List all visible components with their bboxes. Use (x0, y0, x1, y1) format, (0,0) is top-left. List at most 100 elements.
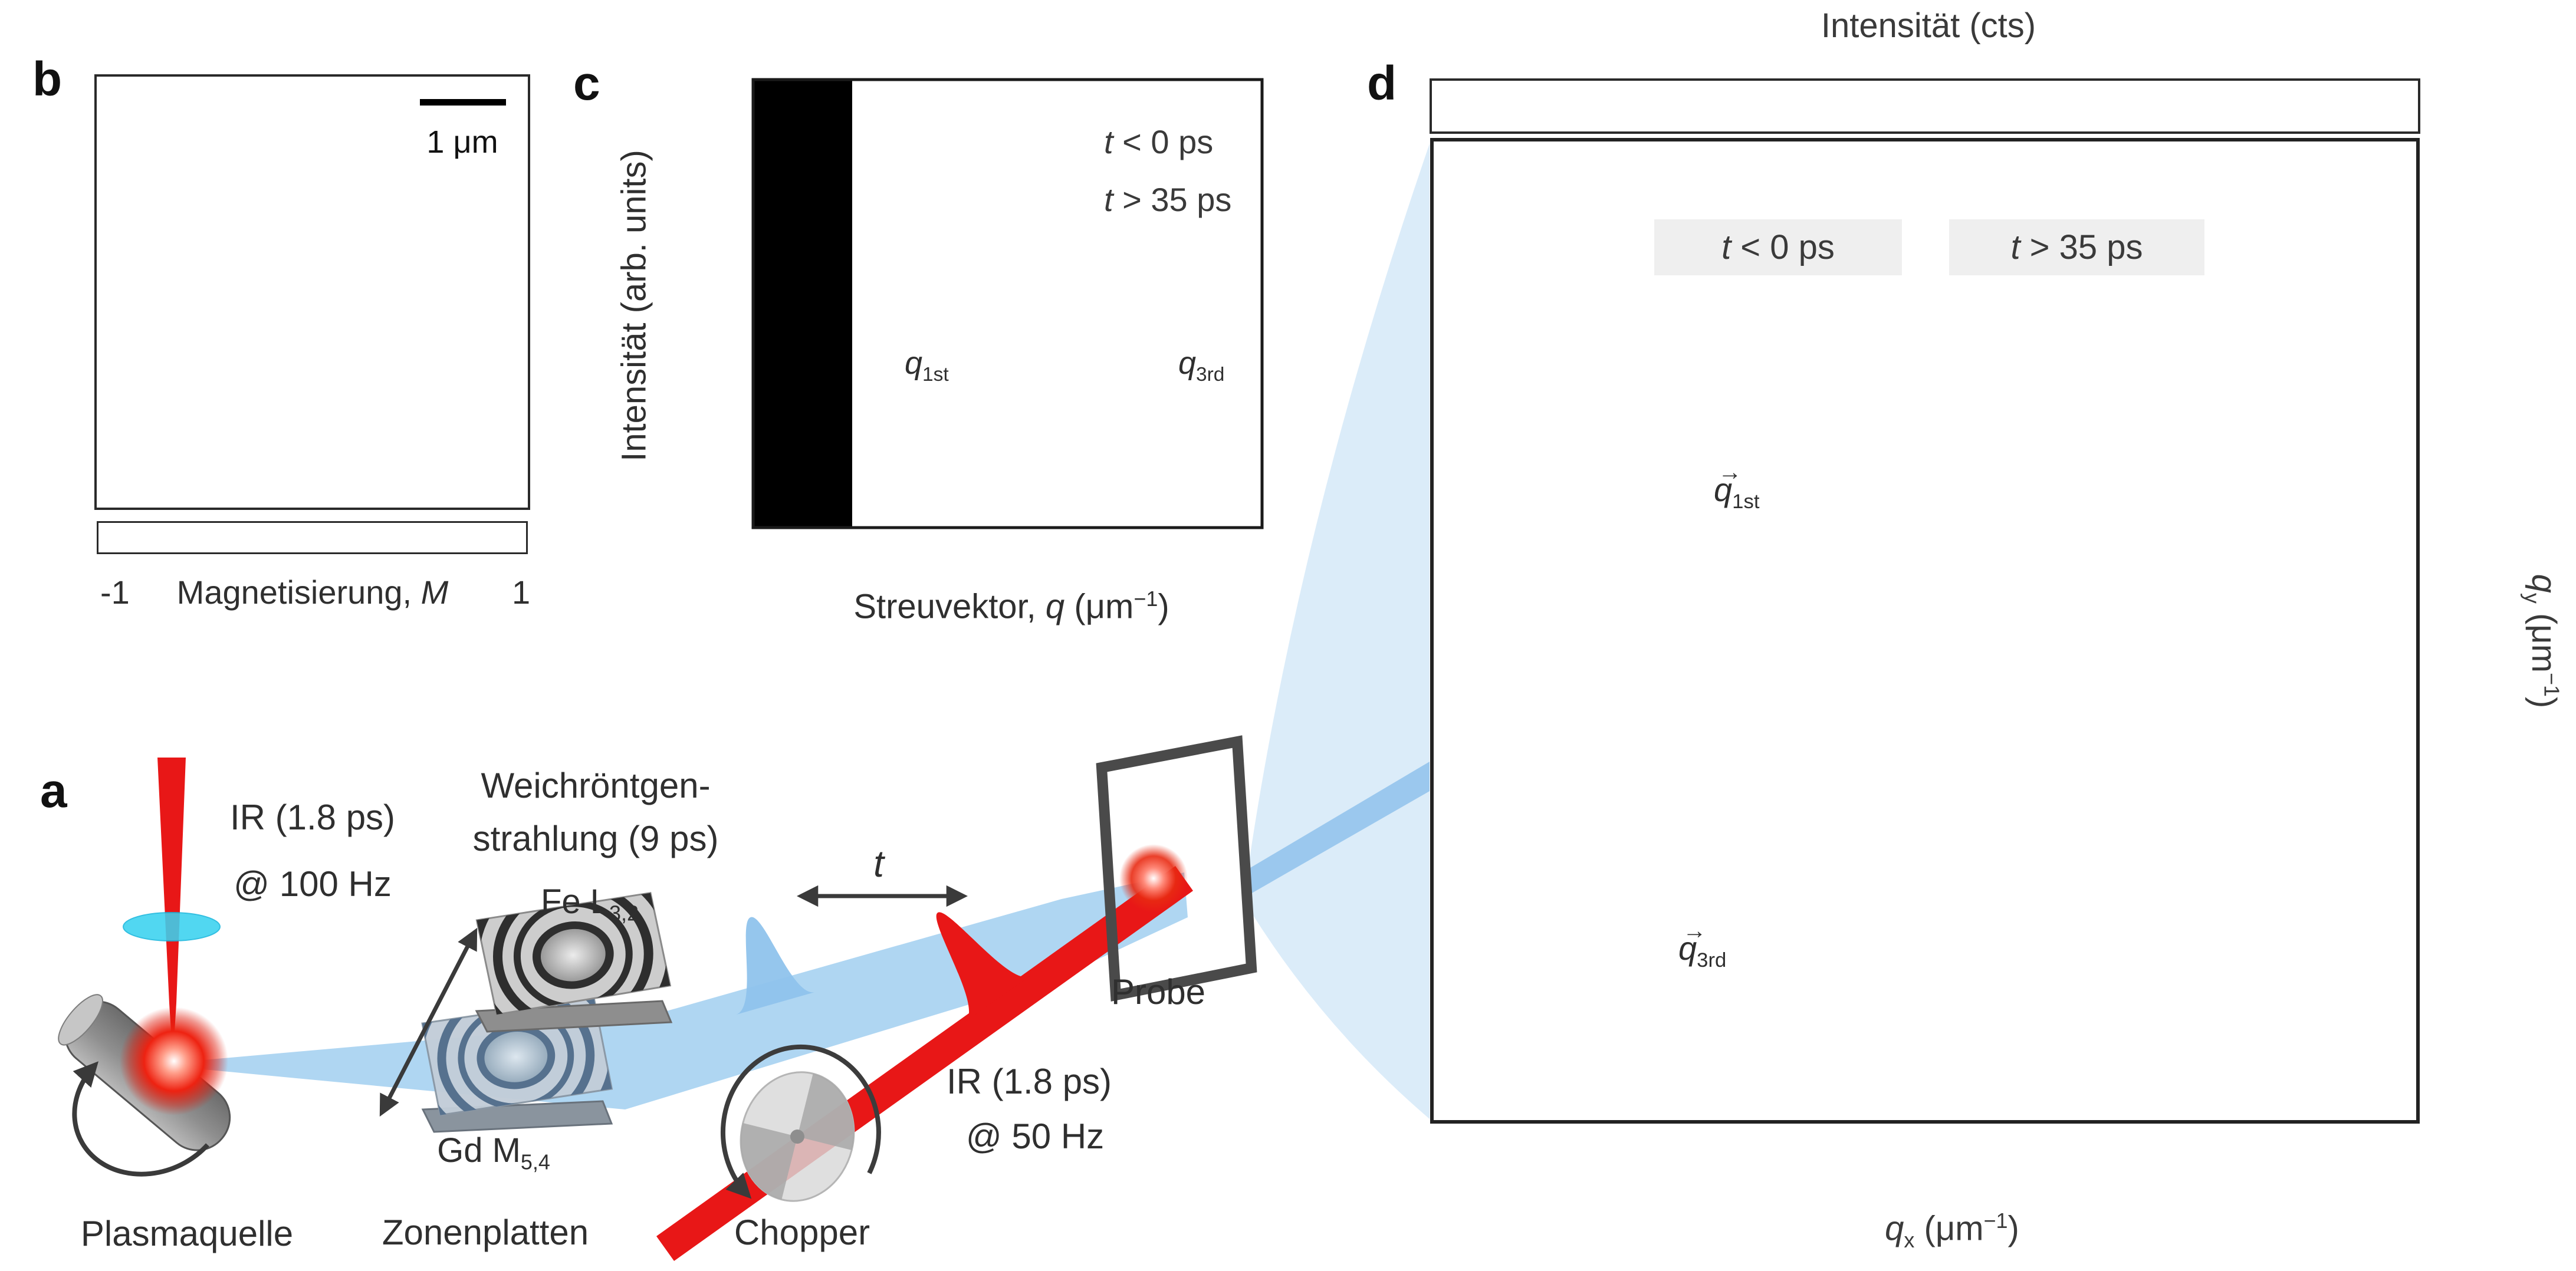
edge-subscript: 3,2 (609, 901, 639, 926)
panel-c-letter: c (573, 57, 600, 110)
legend-text: > 35 ps (1113, 181, 1232, 218)
xray-pulse (735, 917, 816, 1015)
a-zone-plates-label: Zonenplatten (382, 1213, 589, 1252)
scalebar-line (420, 99, 506, 106)
vector-arrow: → (1718, 458, 1742, 486)
a-delay-label: t (873, 842, 884, 885)
d-ylabel: qy (μm−1) (2520, 535, 2564, 747)
zone-plate-move-arrow (379, 927, 478, 1117)
colorbar-max-label: 1 (512, 574, 531, 611)
scalebar-label: 1 μm (426, 124, 498, 160)
d-q3rd-vector-label: q → 3rd (1665, 917, 1740, 977)
a-ir-pump-label-line2: @ 100 Hz (234, 864, 392, 904)
legend-label-t-greater-35: t > 35 ps (1104, 180, 1231, 219)
a-sample-label: Probe (1110, 972, 1206, 1012)
q-subscript: 3rd (1196, 363, 1225, 386)
t-symbol: t (2010, 228, 2020, 266)
a-plasma-source-label: Plasmaquelle (80, 1214, 294, 1253)
sample-excitation-spot (1119, 844, 1188, 913)
colorbar-title-symbol: M (420, 574, 449, 611)
q-symbol: q (1178, 345, 1197, 381)
q-symbol: q (1678, 930, 1697, 967)
element-edge: Fe L (540, 883, 610, 921)
t-text: > 35 ps (2020, 228, 2143, 266)
axis-unit: (μm (1924, 1209, 1984, 1248)
panel-b-letter: b (32, 52, 63, 106)
transmitted-beam (1244, 762, 1430, 896)
a-chopper-label: Chopper (734, 1213, 870, 1252)
axis-unit-exp: −1 (1983, 1209, 2008, 1233)
c-xlabel-text: Streuvektor, (853, 587, 1036, 626)
axis-unit-close: ) (2525, 697, 2564, 709)
plasma-glow (120, 1007, 228, 1115)
axis-unit: (μm (2525, 613, 2564, 673)
q-symbol: q (2525, 574, 2564, 593)
vector-arrow: → (1683, 917, 1707, 944)
c-ylabel: Intensität (arb. units) (615, 150, 653, 462)
d-half-label-left: t < 0 ps (1654, 219, 1902, 275)
colorbar-title: Magnetisierung, M (177, 573, 449, 611)
panel-a-letter: a (40, 764, 67, 818)
axis-unit-exp: −1 (2539, 673, 2564, 697)
d-q1st-vector-label: q → 1st (1701, 458, 1773, 519)
element-edge: Gd M (437, 1131, 521, 1170)
legend-swatch-t-less-0 (998, 139, 1066, 145)
ir-pump-beam (157, 758, 186, 1060)
q1st-arrow (1811, 519, 1931, 639)
q-subscript: 1st (922, 363, 949, 386)
a-gd-zone-plate-label: Gd M5,4 (437, 1131, 550, 1175)
c-xlabel-unit-exp: −1 (1133, 587, 1158, 611)
c-xlabel-unit-close: ) (1158, 587, 1169, 626)
scattering-image-frame (1430, 138, 2420, 1124)
chopper-rotation-arrow (720, 1044, 881, 1199)
q-symbol: q (905, 345, 923, 381)
ir-pulse (936, 912, 1031, 1022)
beamstop-blocked-region (753, 80, 852, 528)
axis-subscript: x (1904, 1227, 1915, 1252)
setup-diagram (58, 144, 1430, 1261)
a-soft-xray-label-line2: strahlung (9 ps) (472, 819, 719, 858)
t-symbol: t (1721, 228, 1731, 266)
rod-rotation-arrow (72, 1061, 209, 1177)
axis-subscript: y (2520, 592, 2545, 604)
c-q3rd-annotation: q3rd (1178, 345, 1224, 386)
colorbar-min-label: -1 (100, 574, 130, 611)
d-xlabel: qx (μm−1) (1885, 1209, 2019, 1253)
q-symbol: q (1714, 471, 1733, 508)
plot-frame (751, 78, 1264, 529)
c-xlabel: Streuvektor, q (μm−1) (853, 587, 1169, 626)
d-half-label-right: t > 35 ps (1949, 219, 2204, 275)
q-subscript: 1st (1732, 490, 1760, 513)
magnetization-colorbar (97, 521, 528, 554)
legend-swatch-t-greater-35 (998, 197, 1066, 203)
scattering-curve-plot (751, 78, 1264, 529)
colorbar-title-text: Magnetisierung, (176, 574, 412, 611)
c-xlabel-symbol: q (1045, 587, 1065, 626)
legend-symbol: t (1104, 181, 1113, 218)
q-subscript: 3rd (1697, 949, 1727, 972)
a-soft-xray-label-line1: Weichröntgen- (481, 766, 711, 805)
a-fe-zone-plate-label: Fe L3,2 (541, 882, 639, 926)
t-symbol: t (873, 842, 884, 885)
a-ir-probe-label-line1: IR (1.8 ps) (946, 1062, 1112, 1101)
edge-subscript: 5,4 (520, 1150, 550, 1174)
intensity-colorbar-gradient (1430, 78, 2420, 134)
c-q1st-annotation: q1st (905, 345, 949, 386)
legend-symbol: t (1104, 123, 1113, 160)
chopper-wheel (720, 1044, 881, 1202)
scattering-image-overlays (1432, 140, 2418, 1122)
q3rd-arrow (1575, 636, 1931, 973)
focus-lens (123, 912, 221, 941)
a-ir-pump-label-line1: IR (1.8 ps) (229, 798, 396, 837)
a-ir-probe-label-line2: @ 50 Hz (965, 1117, 1105, 1156)
d-colorbar-title: Intensität (cts) (1821, 6, 2036, 45)
sample-frame (1096, 735, 1257, 1002)
t-text: < 0 ps (1731, 228, 1835, 266)
legend-label-t-less-0: t < 0 ps (1104, 123, 1213, 161)
axis-unit-close: ) (2007, 1209, 2019, 1248)
q-symbol: q (1885, 1209, 1904, 1248)
panel-d-letter: d (1367, 57, 1397, 110)
scattered-beam-cone (1249, 144, 1430, 1119)
